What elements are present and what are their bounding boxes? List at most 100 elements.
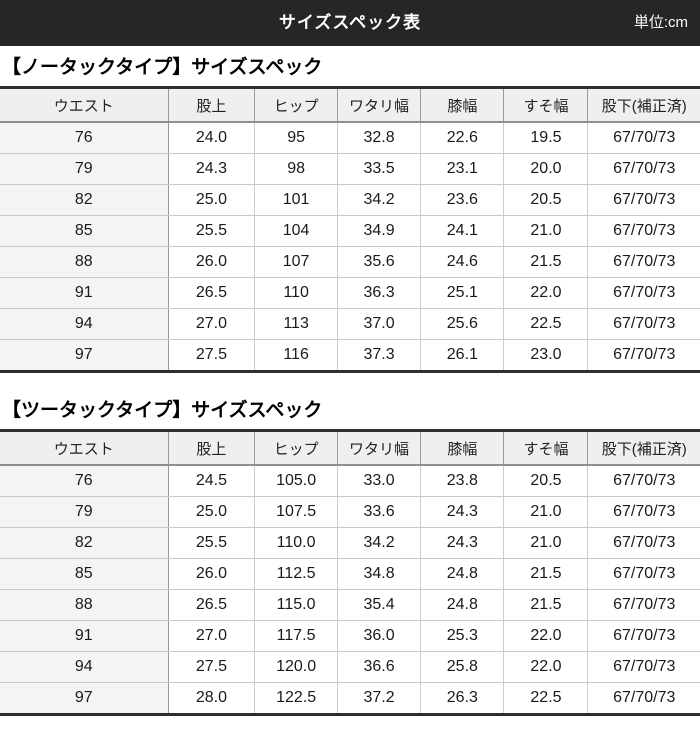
- measurement-cell: 116: [254, 339, 338, 372]
- measurement-cell: 22.0: [503, 651, 588, 683]
- two-tuck-section-title: 【ツータックタイプ】サイズスペック: [2, 400, 323, 421]
- measurement-cell: 37.3: [336, 339, 421, 372]
- measurement-cell: 21.5: [503, 246, 588, 278]
- measurement-cell: 24.8: [420, 589, 504, 621]
- table-row: 97 28.0 122.5 37.2 26.3 22.5 67/70/73: [0, 682, 700, 715]
- measurement-cell: 25.1: [420, 277, 504, 309]
- measurement-cell: 67/70/73: [587, 589, 700, 621]
- measurement-cell: 26.5: [167, 277, 255, 309]
- waist-size-cell: 97: [0, 339, 168, 372]
- column-header-waist: ウエスト: [0, 87, 168, 123]
- measurement-cell: 21.0: [503, 527, 588, 559]
- measurement-cell: 25.8: [420, 651, 504, 683]
- measurement-cell: 23.8: [420, 465, 504, 497]
- measurement-cell: 122.5: [254, 682, 338, 715]
- measurement-cell: 107: [254, 246, 338, 278]
- table-row: 91 26.5 110 36.3 25.1 22.0 67/70/73: [0, 277, 700, 309]
- measurement-cell: 113: [254, 308, 338, 340]
- table-row: 82 25.0 101 34.2 23.6 20.5 67/70/73: [0, 184, 700, 216]
- waist-size-cell: 91: [0, 620, 168, 652]
- measurement-cell: 67/70/73: [587, 651, 700, 683]
- measurement-cell: 33.0: [336, 465, 421, 497]
- measurement-cell: 25.5: [167, 215, 255, 247]
- column-header-knee: 膝幅: [420, 430, 504, 466]
- measurement-cell: 67/70/73: [587, 465, 700, 497]
- measurement-cell: 21.0: [503, 215, 588, 247]
- waist-size-cell: 82: [0, 184, 168, 216]
- table-row: 97 27.5 116 37.3 26.1 23.0 67/70/73: [0, 339, 700, 372]
- measurement-cell: 26.5: [167, 589, 255, 621]
- waist-size-cell: 82: [0, 527, 168, 559]
- table-row: 88 26.0 107 35.6 24.6 21.5 67/70/73: [0, 246, 700, 278]
- waist-size-cell: 94: [0, 651, 168, 683]
- measurement-cell: 24.8: [420, 558, 504, 590]
- measurement-cell: 37.2: [336, 682, 421, 715]
- measurement-cell: 67/70/73: [587, 558, 700, 590]
- measurement-cell: 22.5: [503, 682, 588, 715]
- measurement-cell: 36.6: [336, 651, 421, 683]
- measurement-cell: 67/70/73: [587, 308, 700, 340]
- measurement-cell: 36.0: [336, 620, 421, 652]
- waist-size-cell: 94: [0, 308, 168, 340]
- measurement-cell: 67/70/73: [587, 153, 700, 185]
- measurement-cell: 27.0: [167, 308, 255, 340]
- measurement-cell: 24.3: [167, 153, 255, 185]
- measurement-cell: 101: [254, 184, 338, 216]
- measurement-cell: 35.4: [336, 589, 421, 621]
- measurement-cell: 25.0: [167, 184, 255, 216]
- waist-size-cell: 97: [0, 682, 168, 715]
- measurement-cell: 67/70/73: [587, 184, 700, 216]
- measurement-cell: 23.6: [420, 184, 504, 216]
- waist-size-cell: 88: [0, 246, 168, 278]
- column-header-thigh: ワタリ幅: [336, 430, 421, 466]
- header-bar: サイズスペック表 単位:cm: [0, 0, 700, 46]
- waist-size-cell: 91: [0, 277, 168, 309]
- measurement-cell: 23.1: [420, 153, 504, 185]
- measurement-cell: 26.1: [420, 339, 504, 372]
- table-row: 85 26.0 112.5 34.8 24.8 21.5 67/70/73: [0, 558, 700, 590]
- measurement-cell: 24.3: [420, 496, 504, 528]
- measurement-cell: 110: [254, 277, 338, 309]
- measurement-cell: 34.2: [336, 527, 421, 559]
- waist-size-cell: 76: [0, 122, 168, 154]
- waist-size-cell: 85: [0, 215, 168, 247]
- unit-label: 単位:cm: [633, 14, 688, 31]
- measurement-cell: 112.5: [254, 558, 338, 590]
- measurement-cell: 110.0: [254, 527, 338, 559]
- column-header-rise: 股上: [167, 430, 255, 466]
- measurement-cell: 67/70/73: [587, 339, 700, 372]
- measurement-cell: 34.9: [336, 215, 421, 247]
- measurement-cell: 67/70/73: [587, 620, 700, 652]
- page-title: サイズスペック表: [278, 13, 422, 32]
- table-row: 76 24.5 105.0 33.0 23.8 20.5 67/70/73: [0, 465, 700, 497]
- measurement-cell: 104: [254, 215, 338, 247]
- no-tuck-section-title: 【ノータックタイプ】サイズスペック: [2, 57, 323, 78]
- two-tuck-size-table: ウエスト 股上 ヒップ ワタリ幅 膝幅 すそ幅 股下(補正済) 76 24.5 10…: [0, 429, 700, 716]
- measurement-cell: 19.5: [503, 122, 588, 154]
- measurement-cell: 27.0: [167, 620, 255, 652]
- measurement-cell: 25.3: [420, 620, 504, 652]
- measurement-cell: 26.3: [420, 682, 504, 715]
- measurement-cell: 35.6: [336, 246, 421, 278]
- waist-size-cell: 79: [0, 153, 168, 185]
- measurement-cell: 22.0: [503, 277, 588, 309]
- measurement-cell: 24.5: [167, 465, 255, 497]
- measurement-cell: 24.6: [420, 246, 504, 278]
- table-row: 85 25.5 104 34.9 24.1 21.0 67/70/73: [0, 215, 700, 247]
- column-header-waist: ウエスト: [0, 430, 168, 466]
- table-row: 82 25.5 110.0 34.2 24.3 21.0 67/70/73: [0, 527, 700, 559]
- measurement-cell: 37.0: [336, 308, 421, 340]
- waist-size-cell: 85: [0, 558, 168, 590]
- table-row: 88 26.5 115.0 35.4 24.8 21.5 67/70/73: [0, 589, 700, 621]
- measurement-cell: 33.6: [336, 496, 421, 528]
- measurement-cell: 24.0: [167, 122, 255, 154]
- measurement-cell: 34.2: [336, 184, 421, 216]
- measurement-cell: 67/70/73: [587, 527, 700, 559]
- measurement-cell: 21.0: [503, 496, 588, 528]
- measurement-cell: 67/70/73: [587, 246, 700, 278]
- measurement-cell: 22.5: [503, 308, 588, 340]
- measurement-cell: 67/70/73: [587, 122, 700, 154]
- column-header-inseam: 股下(補正済): [587, 87, 700, 123]
- column-header-hip: ヒップ: [254, 430, 338, 466]
